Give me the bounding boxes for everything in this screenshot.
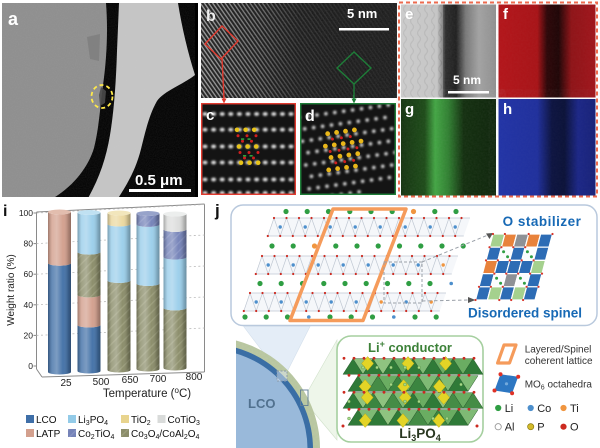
svg-text:g: g — [405, 101, 414, 118]
svg-text:40: 40 — [24, 300, 34, 310]
svg-text:Layered/Spinel: Layered/Spinel — [525, 345, 592, 356]
svg-text:Co: Co — [537, 403, 551, 415]
svg-text:5 nm: 5 nm — [453, 73, 481, 87]
svg-text:j: j — [214, 201, 220, 220]
svg-text:O stabilizer: O stabilizer — [503, 214, 582, 229]
svg-text:Co3O4/CoAl2O4: Co3O4/CoAl2O4 — [131, 429, 200, 441]
svg-text:c: c — [206, 107, 214, 124]
svg-text:d: d — [305, 108, 315, 125]
svg-text:60: 60 — [24, 269, 34, 279]
svg-text:LCO: LCO — [248, 396, 275, 411]
svg-text:800: 800 — [186, 372, 203, 383]
svg-text:Weight ratio (%): Weight ratio (%) — [6, 254, 17, 326]
svg-text:CoTiO3: CoTiO3 — [168, 415, 201, 427]
svg-text:h: h — [503, 101, 512, 118]
svg-text:Li+ conductor: Li+ conductor — [368, 339, 452, 355]
svg-text:O: O — [570, 422, 579, 434]
svg-text:coherent lattice: coherent lattice — [525, 356, 593, 367]
svg-text:a: a — [8, 9, 19, 29]
svg-text:20: 20 — [24, 330, 34, 340]
svg-text:0.5 μm: 0.5 μm — [135, 172, 183, 189]
svg-text:e: e — [405, 6, 413, 23]
svg-text:Co2TiO4: Co2TiO4 — [78, 429, 114, 441]
svg-text:f: f — [503, 6, 509, 23]
svg-text:Li3PO4: Li3PO4 — [399, 426, 441, 443]
svg-text:100: 100 — [19, 208, 33, 218]
svg-text:Ti: Ti — [570, 403, 579, 415]
svg-text:i: i — [3, 203, 7, 220]
svg-text:LATP: LATP — [36, 429, 61, 440]
svg-text:TiO2: TiO2 — [131, 415, 151, 427]
svg-text:b: b — [206, 8, 216, 25]
svg-text:25: 25 — [60, 378, 72, 389]
svg-text:0: 0 — [28, 361, 33, 371]
svg-text:500: 500 — [93, 377, 110, 388]
svg-text:Disordered spinel: Disordered spinel — [468, 306, 582, 321]
svg-text:650: 650 — [122, 375, 139, 386]
svg-text:Li3PO4: Li3PO4 — [78, 415, 108, 427]
svg-text:Al: Al — [505, 422, 515, 434]
svg-text:MO6 octahedra: MO6 octahedra — [525, 380, 593, 392]
svg-text:700: 700 — [150, 374, 167, 385]
svg-text:Temperature (oC): Temperature (oC) — [103, 386, 191, 401]
svg-text:P: P — [537, 422, 544, 434]
svg-text:LCO: LCO — [36, 415, 57, 426]
svg-text:Li: Li — [505, 403, 514, 415]
svg-text:80: 80 — [24, 239, 34, 249]
svg-text:5 nm: 5 nm — [347, 6, 377, 21]
